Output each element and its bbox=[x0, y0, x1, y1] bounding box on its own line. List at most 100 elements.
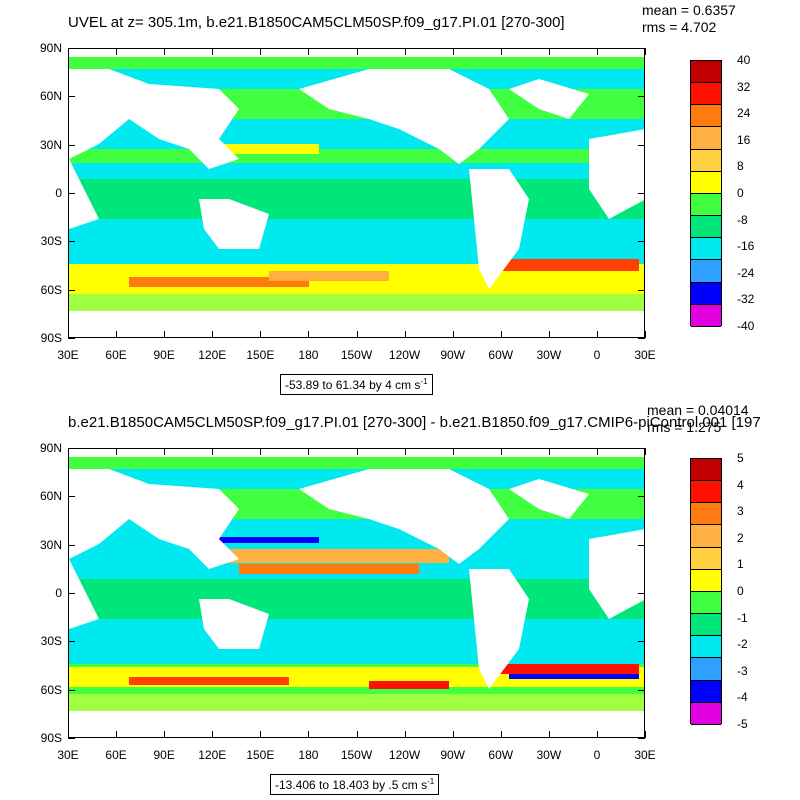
lon-tick-label: 90E bbox=[153, 748, 175, 762]
colorbar-tick-label: -32 bbox=[737, 292, 755, 307]
map-plot bbox=[68, 448, 645, 738]
lon-tick-label: 90W bbox=[440, 348, 465, 362]
field-patch bbox=[69, 149, 644, 163]
lon-tick-label: 30E bbox=[57, 748, 79, 762]
land-mask bbox=[589, 129, 644, 219]
lon-tick bbox=[68, 331, 69, 338]
lat-tick-label: 30N bbox=[39, 137, 62, 152]
colorbar-tick-label: 32 bbox=[737, 79, 751, 94]
lon-tick-label: 30W bbox=[536, 348, 562, 362]
land-mask bbox=[469, 169, 529, 289]
colorbar-tick-label: 5 bbox=[737, 451, 744, 465]
lat-tick bbox=[68, 448, 75, 449]
lat-tick-label: 30N bbox=[39, 537, 62, 552]
field-patch bbox=[489, 664, 639, 674]
lon-tick-label: 150W bbox=[340, 348, 373, 362]
lat-tick bbox=[638, 338, 645, 339]
lat-tick-label: 60N bbox=[39, 89, 62, 104]
lat-tick-label: 30S bbox=[40, 634, 62, 649]
lat-tick bbox=[68, 241, 75, 243]
land-mask bbox=[299, 469, 509, 564]
lon-tick bbox=[212, 48, 214, 55]
lat-tick-label: 60S bbox=[40, 682, 62, 697]
colorbar-swatch bbox=[691, 569, 721, 592]
land-mask bbox=[199, 599, 269, 649]
land-mask bbox=[299, 69, 509, 164]
land-mask bbox=[199, 199, 269, 249]
lon-tick bbox=[116, 448, 118, 455]
rms-value: rms = 1.275 bbox=[647, 419, 722, 435]
lon-tick-label: 30E bbox=[634, 748, 656, 762]
lat-tick-label: 0 bbox=[55, 186, 62, 200]
lon-tick bbox=[356, 331, 358, 338]
colorbar-tick-label: 2 bbox=[737, 530, 744, 545]
colorbar-tick-label: -1 bbox=[737, 610, 748, 625]
colorbar-swatch bbox=[691, 282, 721, 305]
lon-tick bbox=[308, 48, 310, 55]
lon-tick-label: 60E bbox=[105, 348, 127, 362]
colorbar-tick-label: 4 bbox=[737, 477, 744, 492]
lon-tick-label: 60W bbox=[488, 748, 514, 762]
lon-tick bbox=[548, 331, 550, 338]
lat-tick-label: 0 bbox=[55, 586, 62, 600]
colorbar-swatch bbox=[691, 238, 721, 261]
lon-tick bbox=[500, 331, 502, 338]
lon-tick bbox=[452, 48, 454, 55]
rms-value: rms = 4.702 bbox=[642, 19, 717, 35]
lon-tick bbox=[116, 331, 118, 338]
lat-tick-label: 60N bbox=[39, 489, 62, 504]
colorbar-tick-label: 16 bbox=[737, 132, 751, 147]
lon-tick bbox=[260, 448, 262, 455]
colorbar bbox=[690, 60, 722, 327]
lat-tick bbox=[68, 48, 75, 49]
colorbar-swatch bbox=[691, 171, 721, 194]
field-band bbox=[69, 179, 644, 219]
field-patch bbox=[219, 144, 319, 154]
lon-tick-label: 120W bbox=[388, 348, 421, 362]
lat-tick-label: 90S bbox=[40, 331, 62, 345]
colorbar-swatch bbox=[691, 680, 721, 703]
lon-tick bbox=[164, 448, 166, 455]
lon-tick bbox=[212, 448, 214, 455]
lon-tick bbox=[68, 448, 69, 455]
field-patch bbox=[499, 259, 639, 271]
mean-value: mean = 0.6357 bbox=[642, 2, 736, 18]
colorbar-swatch bbox=[691, 702, 721, 725]
lon-tick-label: 90E bbox=[153, 348, 175, 362]
land-mask bbox=[69, 559, 99, 629]
land-mask bbox=[469, 569, 529, 689]
lon-tick bbox=[212, 331, 214, 338]
colorbar-swatch bbox=[691, 127, 721, 150]
field-patch bbox=[129, 277, 309, 287]
lat-tick bbox=[638, 448, 645, 449]
lon-tick bbox=[260, 331, 262, 338]
colorbar-swatch bbox=[691, 260, 721, 283]
lon-tick bbox=[308, 331, 310, 338]
lon-tick bbox=[404, 731, 406, 738]
field-patch bbox=[219, 549, 449, 563]
colorbar-tick-label: 0 bbox=[737, 584, 744, 598]
lon-tick bbox=[404, 331, 406, 338]
lon-tick bbox=[164, 731, 166, 738]
lon-tick bbox=[68, 731, 69, 738]
colorbar-swatch bbox=[691, 636, 721, 659]
panel-difference: b.e21.B1850CAM5CLM50SP.f09_g17.PI.01 [27… bbox=[0, 400, 800, 800]
land-mask bbox=[69, 469, 239, 569]
lat-tick bbox=[638, 593, 645, 594]
lat-tick bbox=[638, 193, 645, 194]
lat-tick bbox=[638, 738, 645, 739]
lon-tick-label: 180 bbox=[298, 348, 319, 362]
lat-tick bbox=[638, 641, 645, 643]
lat-tick bbox=[638, 496, 645, 498]
map-plot bbox=[68, 48, 645, 338]
lon-tick bbox=[500, 48, 502, 55]
colorbar-tick-label: -40 bbox=[737, 319, 755, 333]
lon-tick-label: 180 bbox=[298, 748, 319, 762]
lon-tick-label: 0 bbox=[593, 748, 601, 762]
lon-tick-label: 120E bbox=[198, 348, 227, 362]
mean-value: mean = 0.04014 bbox=[647, 402, 749, 418]
lon-tick bbox=[404, 48, 406, 55]
colorbar-tick-label: -16 bbox=[737, 239, 755, 254]
colorbar-tick-label: -24 bbox=[737, 265, 755, 280]
colorbar-tick-label: 3 bbox=[737, 504, 744, 519]
